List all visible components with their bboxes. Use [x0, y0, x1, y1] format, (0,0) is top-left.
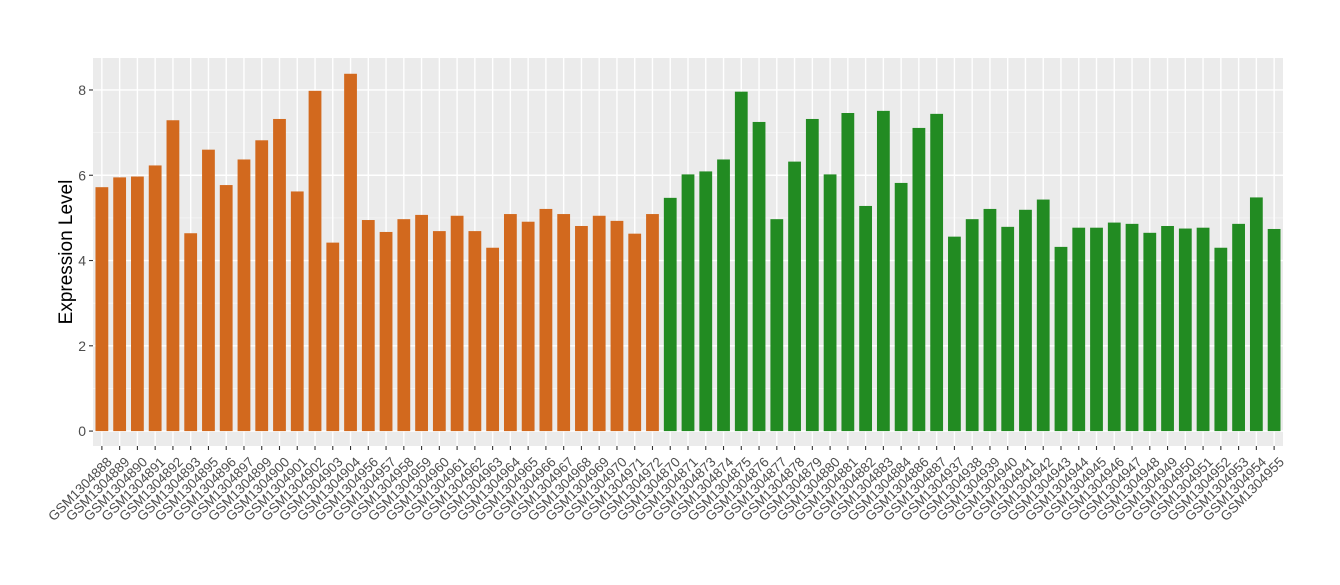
- bar-GSM1304888: [95, 187, 109, 432]
- y-axis: 0 2 4 6 8: [78, 82, 93, 439]
- bar-GSM1304870: [663, 197, 677, 432]
- bar-GSM1304886: [912, 127, 926, 432]
- bar-GSM1304955: [1267, 228, 1281, 432]
- bar-GSM1304952: [1214, 247, 1228, 432]
- bars: [95, 73, 1281, 432]
- bar-GSM1304875: [734, 91, 748, 432]
- bar-GSM1304891: [148, 165, 162, 432]
- bar-GSM1304944: [1072, 227, 1086, 432]
- bar-GSM1304896: [219, 185, 233, 432]
- bar-GSM1304878: [788, 161, 801, 432]
- bar-GSM1304953: [1232, 223, 1245, 432]
- bar-GSM1304890: [131, 176, 144, 432]
- bar-GSM1304948: [1143, 232, 1157, 432]
- bar-GSM1304957: [379, 231, 393, 432]
- bar-GSM1304946: [1107, 222, 1121, 432]
- y-tick-label: 4: [78, 253, 86, 269]
- bar-GSM1304884: [894, 182, 908, 432]
- bar-GSM1304871: [681, 174, 695, 432]
- bar-GSM1304897: [237, 159, 251, 432]
- bar-GSM1304942: [1036, 199, 1050, 432]
- bar-GSM1304904: [344, 73, 357, 432]
- y-tick-label: 2: [78, 338, 86, 354]
- bar-GSM1304962: [468, 231, 482, 432]
- bar-GSM1304961: [450, 215, 464, 432]
- bar-GSM1304966: [539, 208, 553, 432]
- bar-GSM1304970: [610, 220, 624, 432]
- bar-GSM1304940: [1001, 226, 1015, 432]
- bar-GSM1304882: [859, 205, 873, 432]
- bar-GSM1304958: [397, 219, 411, 432]
- bar-GSM1304879: [805, 118, 819, 432]
- bar-GSM1304941: [1019, 209, 1032, 432]
- bar-GSM1304972: [646, 214, 659, 432]
- bar-GSM1304951: [1196, 227, 1210, 432]
- y-axis-label: Expression Level: [56, 180, 77, 325]
- bar-GSM1304943: [1054, 246, 1068, 432]
- bar-GSM1304937: [948, 236, 961, 432]
- bar-GSM1304960: [432, 231, 446, 432]
- bar-GSM1304899: [255, 140, 269, 432]
- bar-GSM1304889: [113, 177, 127, 432]
- bar-GSM1304900: [273, 118, 286, 432]
- bar-GSM1304939: [983, 208, 997, 432]
- bar-GSM1304959: [415, 214, 428, 432]
- bar-GSM1304971: [628, 233, 642, 432]
- bar-GSM1304895: [202, 149, 215, 432]
- bar-GSM1304887: [930, 113, 944, 432]
- bar-GSM1304956: [361, 220, 375, 432]
- y-tick-label: 0: [78, 423, 86, 439]
- bar-GSM1304938: [965, 219, 979, 432]
- bar-GSM1304949: [1161, 225, 1174, 432]
- bar-GSM1304874: [717, 159, 730, 432]
- bar-GSM1304967: [557, 214, 571, 432]
- bar-GSM1304954: [1249, 197, 1263, 432]
- bar-GSM1304903: [326, 242, 340, 432]
- bar-GSM1304873: [699, 171, 713, 432]
- bar-GSM1304969: [592, 215, 606, 432]
- bar-GSM1304881: [841, 113, 855, 432]
- bar-GSM1304945: [1090, 227, 1103, 432]
- bar-GSM1304964: [503, 214, 517, 432]
- bar-GSM1304901: [290, 191, 304, 432]
- bar-GSM1304947: [1125, 223, 1139, 432]
- y-tick-label: 8: [78, 82, 86, 98]
- bar-GSM1304968: [575, 225, 588, 432]
- bar-GSM1304893: [184, 233, 198, 432]
- y-tick-label: 6: [78, 167, 86, 183]
- bar-GSM1304965: [521, 221, 535, 432]
- x-axis: GSM1304888GSM1304889GSM1304890GSM1304891…: [45, 446, 1287, 524]
- bar-GSM1304902: [308, 90, 322, 432]
- bar-GSM1304877: [770, 219, 784, 432]
- bar-GSM1304880: [823, 174, 837, 432]
- bar-GSM1304950: [1178, 228, 1192, 432]
- bar-GSM1304883: [876, 110, 890, 432]
- bar-GSM1304876: [752, 121, 766, 432]
- bar-GSM1304892: [166, 120, 180, 432]
- bar-GSM1304963: [486, 247, 500, 432]
